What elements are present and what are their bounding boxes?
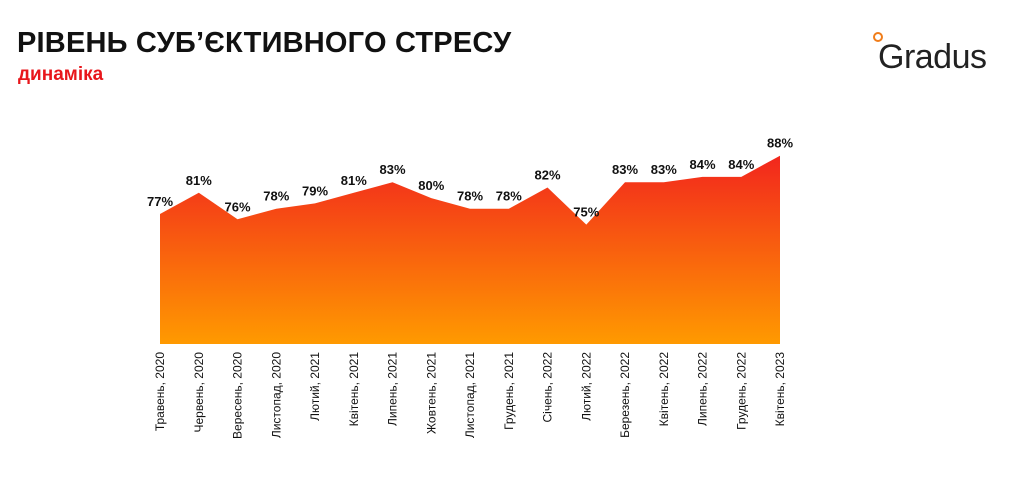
data-label: 77%: [147, 194, 173, 209]
stress-area-series: [160, 155, 780, 344]
gradus-logo: Gradus: [870, 30, 1020, 80]
x-tick-label: Вересень, 2020: [231, 352, 245, 439]
x-tick-label: Листопад, 2020: [269, 352, 283, 438]
x-tick-label: Грудень, 2021: [502, 352, 516, 430]
logo-dot-icon: [873, 32, 883, 42]
x-tick-label: Лютий, 2022: [579, 352, 593, 421]
x-tick-label: Грудень, 2022: [734, 352, 748, 430]
x-tick-label: Травень, 2020: [153, 352, 167, 431]
x-tick-label: Жовтень, 2021: [424, 352, 438, 434]
data-label: 88%: [767, 136, 793, 151]
data-label: 82%: [534, 168, 560, 183]
data-label: 81%: [341, 173, 367, 188]
data-label: 78%: [263, 189, 289, 204]
data-label: 76%: [224, 199, 250, 214]
data-label: 78%: [496, 189, 522, 204]
data-label: 83%: [612, 162, 638, 177]
x-tick-label: Березень, 2022: [618, 352, 632, 438]
data-label: 84%: [689, 157, 715, 172]
x-tick-label: Липень, 2021: [386, 352, 400, 426]
x-tick-label: Квітень, 2023: [773, 352, 787, 427]
data-label: 83%: [379, 162, 405, 177]
x-tick-label: Липень, 2022: [696, 352, 710, 426]
data-label: 75%: [573, 205, 599, 220]
x-tick-label: Квітень, 2022: [657, 352, 671, 427]
page-subtitle: динаміка: [18, 64, 104, 85]
page-title: РІВЕНЬ СУБ’ЄКТИВНОГО СТРЕСУ: [17, 27, 512, 59]
data-label: 81%: [186, 173, 212, 188]
data-label: 78%: [457, 189, 483, 204]
logo-text: Gradus: [878, 38, 987, 76]
x-tick-label: Січень, 2022: [541, 352, 555, 423]
data-label: 79%: [302, 183, 328, 198]
x-tick-label: Листопад, 2021: [463, 352, 477, 438]
x-tick-label: Лютий, 2021: [308, 352, 322, 421]
data-label: 80%: [418, 178, 444, 193]
data-label: 83%: [651, 162, 677, 177]
x-tick-label: Червень, 2020: [192, 352, 206, 433]
x-tick-label: Квітень, 2021: [347, 352, 361, 427]
data-label: 84%: [728, 157, 754, 172]
